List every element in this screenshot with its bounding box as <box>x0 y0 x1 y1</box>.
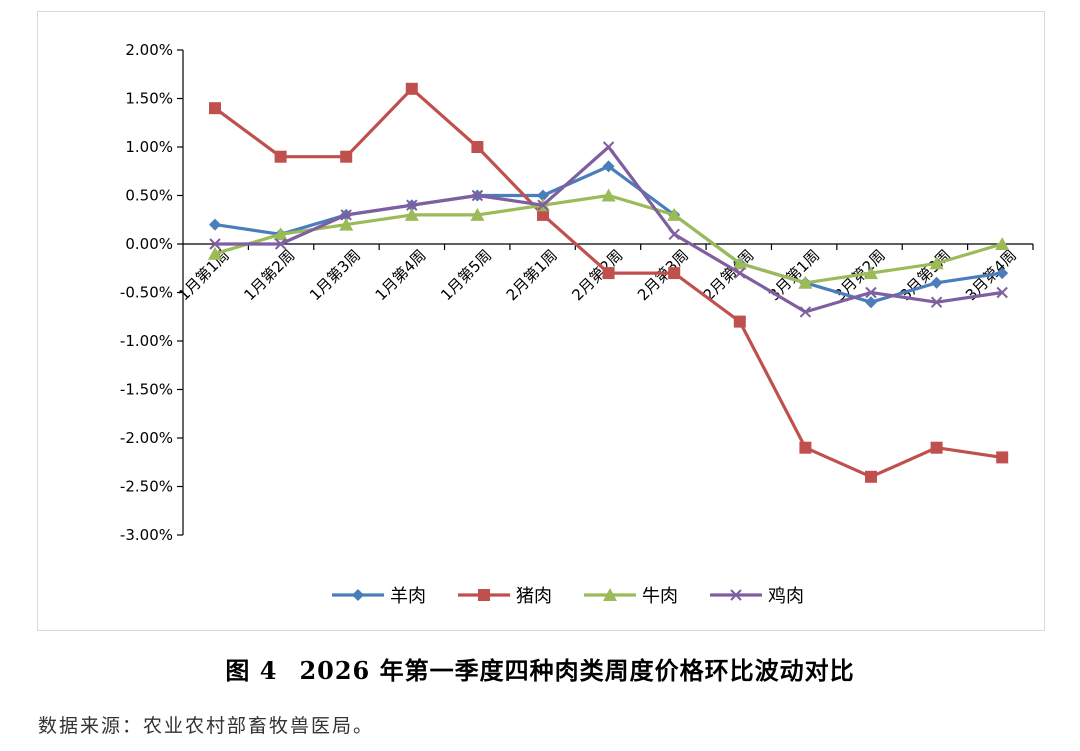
x-tick-label: 3月第3周 <box>896 246 954 304</box>
legend-label: 牛肉 <box>642 586 678 607</box>
series-3 <box>208 188 1010 289</box>
data-point <box>995 237 1010 250</box>
data-point <box>340 150 353 163</box>
data-point <box>537 189 549 202</box>
data-point <box>799 306 812 318</box>
legend-item: 羊肉 <box>332 586 426 607</box>
y-tick-label: -1.50% <box>120 381 173 399</box>
marker-stroke <box>799 306 812 318</box>
data-point <box>799 441 812 454</box>
legend-item: 牛肉 <box>584 586 678 607</box>
marker-stroke <box>209 238 221 250</box>
figure-caption: 图 4 2026 年第一季度四种肉类周度价格环比波动对比 <box>0 651 1080 686</box>
y-tick-label: -3.00% <box>120 526 173 544</box>
series-2 <box>209 82 1009 483</box>
data-point <box>730 589 742 601</box>
figure-title: 2026 年第一季度四种肉类周度价格环比波动对比 <box>299 656 855 685</box>
data-point <box>209 218 221 231</box>
data-point <box>734 267 746 279</box>
chart-frame: 2.00% 1.50% 1.00% 0.50% 0.00% -0.50% -1.00% -1.… <box>37 11 1045 631</box>
marker-stroke <box>730 589 742 601</box>
data-point <box>339 217 354 231</box>
x-tick-label: 1月第4周 <box>372 246 430 304</box>
marker-stroke <box>930 296 943 308</box>
data-point <box>865 296 877 309</box>
data-point <box>732 256 747 270</box>
x-tick-label: 1月第2周 <box>240 246 298 304</box>
data-point <box>537 199 549 211</box>
y-tick-label: -0.50% <box>120 284 173 302</box>
data-point <box>602 141 615 153</box>
data-point <box>929 256 944 270</box>
marker-stroke <box>734 267 746 279</box>
x-tick-label: 2月第2周 <box>568 246 626 304</box>
data-point <box>930 441 943 454</box>
data-point <box>478 589 490 601</box>
line-chart: 2.00% 1.50% 1.00% 0.50% 0.00% -0.50% -1.00% -1.… <box>120 41 1034 607</box>
x-tick-label: 1月第3周 <box>306 246 364 304</box>
legend-label: 鸡肉 <box>768 586 804 607</box>
data-point <box>537 208 549 221</box>
marker-stroke <box>537 199 549 211</box>
data-point <box>273 227 288 241</box>
data-point <box>405 82 418 95</box>
data-point <box>209 102 221 115</box>
data-point <box>930 296 943 308</box>
data-point <box>602 160 615 173</box>
legend-label: 羊肉 <box>390 586 426 607</box>
y-tick-label: -1.00% <box>120 332 173 350</box>
legend-item: 猪肉 <box>458 586 552 607</box>
data-point <box>601 188 616 202</box>
marker-stroke <box>865 286 877 299</box>
y-tick-label: 1.50% <box>125 90 173 108</box>
data-point <box>865 286 877 299</box>
data-point <box>208 246 222 260</box>
data-point <box>340 209 352 221</box>
data-point <box>602 267 615 280</box>
data-point <box>798 275 813 289</box>
marker-stroke <box>274 238 287 250</box>
data-point <box>274 238 287 250</box>
data-point <box>668 267 681 280</box>
data-point <box>996 286 1008 299</box>
y-tick-label: 0.50% <box>125 187 173 205</box>
data-point <box>404 207 419 221</box>
data-point <box>733 315 746 328</box>
marker-stroke <box>471 189 484 202</box>
y-tick-label: 2.00% <box>125 41 173 59</box>
series-4 <box>209 141 1008 318</box>
x-tick-label: 2月第1周 <box>503 246 561 304</box>
marker-stroke <box>668 228 680 241</box>
data-point <box>274 150 287 163</box>
y-tick-label: 1.00% <box>125 138 173 156</box>
figure-label: 图 4 <box>225 656 278 685</box>
data-point <box>996 267 1009 280</box>
marker-stroke <box>996 286 1008 299</box>
x-tick-label: 2月第3周 <box>634 246 692 304</box>
marker-stroke <box>340 209 352 221</box>
y-tick-label: 0.00% <box>125 235 173 253</box>
marker-stroke <box>602 141 615 153</box>
data-point <box>930 276 943 289</box>
data-point <box>667 207 682 221</box>
data-point <box>603 588 617 601</box>
data-point <box>352 589 364 601</box>
data-point <box>471 189 484 202</box>
y-tick-label: -2.00% <box>120 429 173 447</box>
data-point <box>470 207 485 221</box>
data-point <box>668 228 680 241</box>
legend-label: 猪肉 <box>516 586 552 607</box>
marker-stroke <box>406 199 418 211</box>
data-point <box>996 451 1009 464</box>
data-point <box>209 238 221 250</box>
y-tick-label: -2.50% <box>120 478 173 496</box>
data-point <box>865 470 877 483</box>
x-tick-label: 1月第5周 <box>437 246 495 304</box>
source-note: 数据来源：农业农村部畜牧兽医局。 <box>38 715 375 737</box>
legend: 羊肉 猪肉 牛肉 鸡肉 <box>332 586 804 607</box>
data-point <box>864 266 878 280</box>
legend-item: 鸡肉 <box>710 586 804 607</box>
data-point <box>406 199 418 211</box>
data-point <box>471 141 484 153</box>
